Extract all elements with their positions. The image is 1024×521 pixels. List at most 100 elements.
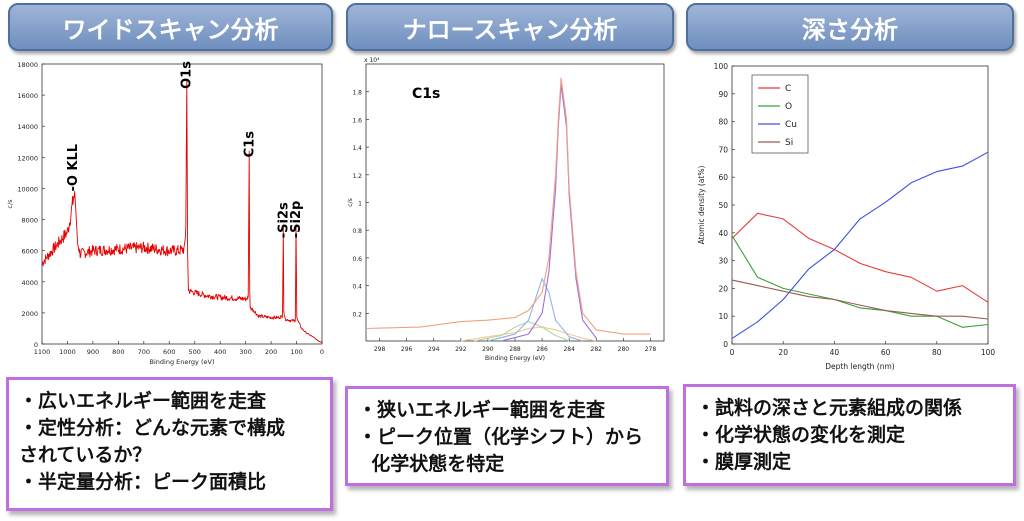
series-line [365,77,651,335]
x-tick-label: 400 [214,348,226,356]
y-tick-label: 12000 [17,154,38,162]
y-multiplier: x 10⁴ [364,57,380,64]
x-tick-label: 60 [881,348,891,357]
note-line: 化学状態を特定 [358,453,505,475]
y-tick-label: 10 [718,312,728,321]
y-tick-label: 50 [718,201,728,210]
y-tick-label: 1 [358,201,362,208]
peak-label: -O KLL [66,144,81,192]
x-tick-label: 100 [981,348,996,357]
x-tick-label: 900 [87,348,99,356]
x-tick-label: 282 [591,346,603,353]
header-depth-analysis: 深さ分析 [686,3,1014,51]
x-tick-label: 280 [618,346,630,353]
x-tick-label: 290 [482,346,494,353]
y-tick-label: 1.8 [352,90,362,97]
x-axis-title: Depth length (nm) [825,362,895,371]
x-tick-label: 300 [239,348,251,356]
note-line: ・広いエネルギー範囲を走査 [19,390,267,412]
x-axis-title: Binding Energy (eV) [485,355,545,362]
y-tick-label: 1.6 [352,117,362,124]
y-axis-title: Atomic density (at%) [697,166,706,245]
depth-analysis-notes: ・試料の深さと元素組成の関係 ・化学状態の変化を測定 ・膜厚測定 [683,384,1016,486]
spectrum-line [41,79,323,343]
x-tick-label: 0 [320,348,324,356]
y-tick-label: 0 [723,340,728,349]
x-tick-label: 800 [112,348,124,356]
note-line: ・試料の深さと元素組成の関係 [696,397,963,419]
y-tick-label: 30 [718,257,728,266]
y-axis-title: c/s [6,199,14,209]
x-tick-label: 296 [401,346,413,353]
header-wide-scan: ワイドスキャン分析 [8,3,333,51]
x-tick-label: 1100 [34,348,51,356]
y-tick-label: 60 [718,173,728,182]
note-line: ・狭いエネルギー範囲を走査 [358,399,606,421]
legend-label: Si [785,138,793,148]
x-tick-label: 1000 [59,348,76,356]
series-line [731,279,989,320]
note-line: ・半定量分析：ピーク面積比 [19,471,267,493]
y-tick-label: 1.2 [352,173,362,180]
y-tick-label: 4000 [21,279,38,287]
narrow-scan-chart: 298 296 294 292 290 288 286 284 282 280 278 0.2 0.4 0… [347,57,665,362]
peak-label: O1s [180,61,195,89]
x-tick-label: 298 [374,346,386,353]
y-tick-label: 18000 [17,61,38,69]
y-tick-label: 2000 [21,310,38,318]
x-tick-label: 294 [428,346,440,353]
y-tick-label: 80 [718,118,728,127]
y-tick-label: 0 [34,341,38,349]
y-tick-label: 0.4 [352,284,362,291]
chart-title: C1s [412,86,440,102]
series-line [731,151,989,339]
x-tick-label: 500 [189,348,201,356]
x-tick-label: 80 [932,348,942,357]
y-tick-label: 0.6 [352,256,362,263]
note-line: ・化学状態の変化を測定 [696,424,906,446]
legend-label: C [785,84,791,94]
y-tick-label: 8000 [21,217,38,225]
series-line [731,212,989,303]
y-tick-label: 70 [718,145,728,154]
x-tick-label: 20 [778,348,788,357]
plot-frame [365,63,665,342]
header-narrow-scan: ナロースキャン分析 [346,3,674,51]
x-tick-label: 100 [290,348,302,356]
y-tick-label: 20 [718,284,728,293]
x-tick-label: 40 [830,348,840,357]
x-tick-label: 200 [265,348,277,356]
y-tick-label: 40 [718,229,728,238]
x-tick-label: 288 [509,346,521,353]
y-axis-title: c/s [347,198,354,206]
y-tick-label: 0.8 [352,228,362,235]
y-tick-label: 16000 [17,92,38,100]
x-tick-label: 600 [163,348,175,356]
depth-profile-chart: 0 20 40 60 80 100 0 10 20 30 40 50 60 70 80 90 100 Depth … [697,62,996,371]
wide-scan-chart: 1100 1000 900 800 700 600 500 400 300 200 100 00200… [6,61,324,366]
y-tick-label: 6000 [21,248,38,256]
narrow-scan-notes: ・狭いエネルギー範囲を走査 ・ピーク位置（化学シフト）から 化学状態を特定 [345,386,669,486]
y-tick-label: 0.2 [352,311,362,318]
x-axis-title: Binding Energy (eV) [150,358,215,366]
peak-label: -Si2s [276,202,291,238]
peak-label: C1s [242,131,257,158]
legend-label: Cu [785,120,797,130]
x-tick-label: 700 [138,348,150,356]
x-tick-label: 286 [536,346,548,353]
y-tick-label: 100 [714,62,729,71]
peak-label: -Si2p [289,201,304,239]
series-line [731,235,989,328]
series-line [487,278,583,342]
y-tick-label: 1.4 [352,145,362,152]
note-line: ・定性分析：どんな元素で構成 [19,417,286,439]
y-tick-label: 90 [718,90,728,99]
wide-scan-notes: ・広いエネルギー範囲を走査 ・定性分析：どんな元素で構成 されているか？ ・半定… [6,377,333,511]
x-tick-label: 0 [730,348,735,357]
x-tick-label: 292 [455,346,467,353]
legend-box [751,74,809,154]
y-tick-label: 10000 [17,185,38,193]
note-line: されているか？ [19,444,152,466]
series-line [474,321,570,342]
y-tick-label: 14000 [17,123,38,131]
